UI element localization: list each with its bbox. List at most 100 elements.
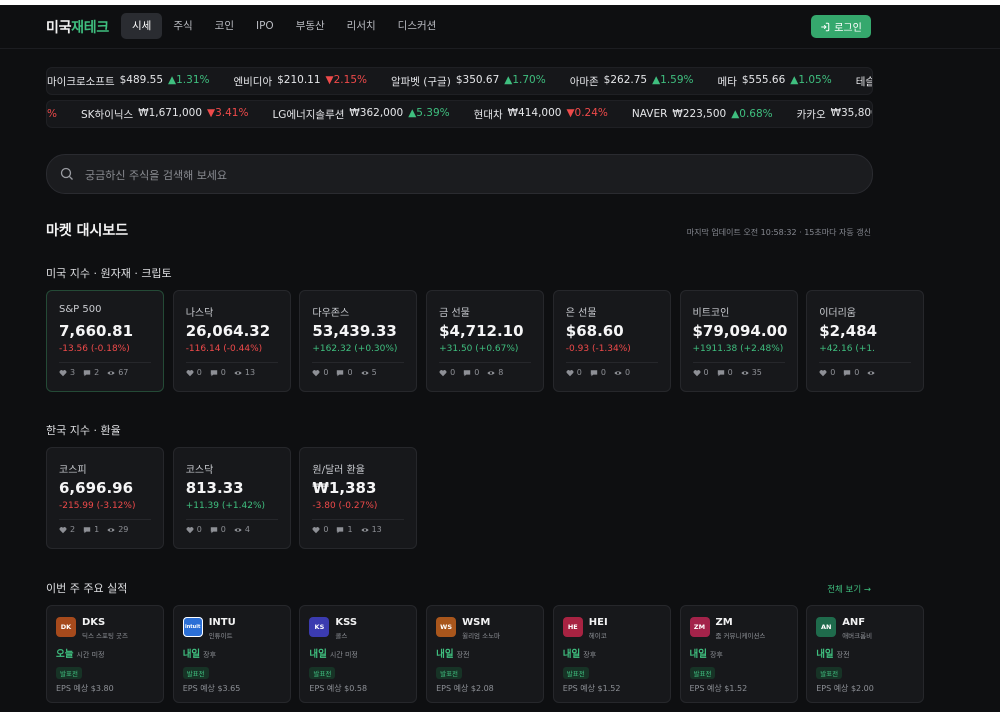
like-stat[interactable]: 0: [186, 368, 202, 377]
like-stat[interactable]: 0: [439, 368, 455, 377]
ticker-item[interactable]: 마이크로소프트 $489.55 ▲1.31%: [47, 74, 209, 89]
comment-stat: 0: [843, 368, 859, 377]
like-stat[interactable]: 3: [59, 368, 75, 377]
like-stat[interactable]: 0: [312, 525, 328, 534]
logo-text-part2: 재테크: [71, 20, 109, 36]
earnings-card[interactable]: AN ANF 애버크롬비 내일 장전 발표전 EPS 예상 $2.00: [806, 605, 925, 703]
earnings-day-label: 내일: [309, 649, 327, 660]
view-stat: 35: [741, 368, 762, 377]
market-card[interactable]: 나스닥 26,064.32 -116.14 (-0.44%) 0 0 13: [172, 290, 291, 392]
market-card[interactable]: 원/달러 환율 ₩1,383 -3.80 (-0.27%) 0 1 13: [299, 447, 418, 549]
like-stat[interactable]: 2: [59, 525, 75, 534]
market-card[interactable]: 금 선물 $4,712.10 +31.50 (+0.67%) 0 0 8: [426, 290, 545, 392]
earnings-time: 장후: [709, 651, 723, 659]
earnings-ticker: DKS: [82, 617, 106, 628]
search-input[interactable]: [83, 164, 847, 186]
view-count: 4: [244, 525, 250, 534]
like-stat[interactable]: 0: [693, 368, 709, 377]
earnings-card[interactable]: DK DKS 딕스 스포팅 굿즈 오늘 시간 미정 발표전 EPS 예상 $3.80: [46, 605, 164, 703]
market-card[interactable]: 이더리움 $2,484 +42.16 (+1. 0 0: [806, 290, 925, 392]
like-stat[interactable]: 0: [312, 368, 328, 377]
market-card[interactable]: S&P 500 7,660.81 -13.56 (-0.18%) 3 2 67: [46, 290, 164, 392]
comment-stat: 0: [336, 368, 353, 377]
company-logo: HE: [562, 617, 583, 637]
site-logo[interactable]: 미국재테크: [46, 17, 109, 37]
company-logo: ZM: [689, 617, 710, 637]
earnings-ticker: INTU: [208, 617, 236, 628]
comment-stat: 2: [83, 368, 99, 377]
ticker-item[interactable]: 엔비디아 $210.11 ▼2.15%: [233, 74, 367, 89]
earnings-status-badge: 발표전: [562, 667, 589, 679]
earnings-card[interactable]: HE HEI 헤이코 내일 장후 발표전 EPS 예상 $1.52: [552, 605, 671, 703]
stock-search-bar[interactable]: [46, 154, 873, 194]
like-stat[interactable]: 0: [566, 368, 582, 377]
market-price: 53,439.33: [312, 322, 397, 340]
ticker-item[interactable]: 메타 $555.66 ▲1.05%: [718, 74, 832, 89]
card-divider: [819, 362, 912, 363]
earnings-card[interactable]: intuit INTU 인튜이트 내일 장후 발표전 EPS 예상 $3.65: [172, 605, 291, 703]
comment-icon: [210, 369, 217, 376]
ticker-item[interactable]: 알파벳 (구글) $350.67 ▲1.70%: [391, 74, 546, 89]
ticker-item[interactable]: 현대차 ₩414,000 ▼0.24%: [474, 107, 608, 122]
earnings-company-name: 줌 커뮤니케이션스: [715, 632, 766, 640]
view-count: 67: [118, 368, 129, 377]
like-stat[interactable]: 0: [186, 525, 202, 534]
market-name: 나스닥: [185, 308, 214, 319]
ticker-item[interactable]: LG에너지솔루션 ₩362,000 ▲5.39%: [272, 107, 449, 122]
card-divider: [312, 362, 405, 363]
market-change: -3.80 (-0.27%): [312, 501, 378, 511]
earnings-status-badge: 발표전: [689, 667, 716, 679]
market-card[interactable]: 다우존스 53,439.33 +162.32 (+0.30%) 0 0 5: [299, 290, 418, 392]
eps-estimate: EPS 예상 $2.08: [436, 684, 494, 693]
earnings-company-name: 인튜이트: [208, 632, 233, 640]
market-card[interactable]: 코스닥 813.33 +11.39 (+1.42%) 0 0 4: [172, 447, 291, 549]
comment-count: 0: [220, 525, 226, 534]
nav-item[interactable]: 시세: [121, 13, 163, 39]
earnings-card[interactable]: WS WSM 윌리엄 소노마 내일 장전 발표전 EPS 예상 $2.08: [426, 605, 545, 703]
comment-icon: [337, 526, 344, 533]
earnings-day: 내일 시간 미정: [309, 646, 357, 660]
earnings-time: 장전: [836, 651, 850, 659]
eye-icon: [360, 370, 369, 375]
market-change: -116.14 (-0.44%): [185, 344, 263, 354]
ticker-item[interactable]: 카카오₩35,800▲0.00%: [797, 106, 872, 122]
earnings-card[interactable]: ZM ZM 줌 커뮤니케이션스 내일 장후 발표전 EPS 예상 $1.52: [679, 605, 798, 703]
login-button[interactable]: 로그인: [811, 15, 871, 38]
earnings-time: 시간 미정: [76, 651, 105, 659]
earnings-card[interactable]: KS KSS 콜스 내일 시간 미정 발표전 EPS 예상 $0.58: [299, 605, 418, 703]
ticker-item[interactable]: 아마존 $262.75 ▲1.59%: [570, 74, 694, 89]
market-name: 금 선물: [439, 308, 470, 319]
earnings-day-label: 내일: [816, 649, 834, 660]
nav-item[interactable]: 리서치: [346, 20, 376, 32]
see-all-link[interactable]: 전체 보기 →: [827, 585, 871, 595]
ticker-item[interactable]: 테슬라$355.81: [856, 74, 872, 89]
nav-item[interactable]: 주식: [173, 20, 193, 32]
comment-stat: 0: [210, 525, 226, 534]
ticker-item[interactable]: SK하이닉스 ₩1,671,000 ▼3.41%: [81, 107, 248, 122]
comment-icon: [210, 526, 217, 533]
view-count: 29: [118, 525, 129, 534]
ticker-cut-off-change: %: [47, 108, 57, 120]
company-logo: WS: [436, 617, 457, 637]
nav-item[interactable]: 디스커션: [397, 20, 437, 32]
market-price: ₩1,383: [312, 479, 377, 497]
earnings-company-name: 윌리엄 소노마: [462, 632, 501, 640]
ticker-name: 아마존: [569, 75, 599, 88]
market-card[interactable]: 은 선물 $68.60 -0.93 (-1.34%) 0 0 0: [552, 290, 671, 392]
eps-estimate: EPS 예상 $3.80: [56, 684, 114, 693]
heart-icon: [186, 369, 194, 376]
ticker-item[interactable]: NAVER ₩223,500 ▲0.68%: [632, 108, 773, 120]
nav-item[interactable]: 코인: [214, 20, 234, 32]
nav-item[interactable]: IPO: [255, 20, 274, 32]
comment-count: 2: [94, 368, 100, 377]
earnings-company-name: 딕스 스포팅 굿즈: [82, 632, 128, 640]
earnings-ticker: ZM: [715, 617, 733, 628]
earnings-day: 내일 장전: [816, 646, 849, 660]
earnings-day-label: 오늘: [56, 649, 74, 660]
nav-item[interactable]: 부동산: [295, 20, 325, 32]
ticker-name: LG에너지솔루션: [272, 108, 345, 121]
ticker-price: ₩35,800: [830, 106, 872, 119]
market-card[interactable]: 코스피 6,696.96 -215.99 (-3.12%) 2 1 29: [46, 447, 164, 549]
market-card[interactable]: 비트코인 $79,094.00 +1911.38 (+2.48%) 0 0 35: [679, 290, 798, 392]
like-stat[interactable]: 0: [819, 368, 835, 377]
